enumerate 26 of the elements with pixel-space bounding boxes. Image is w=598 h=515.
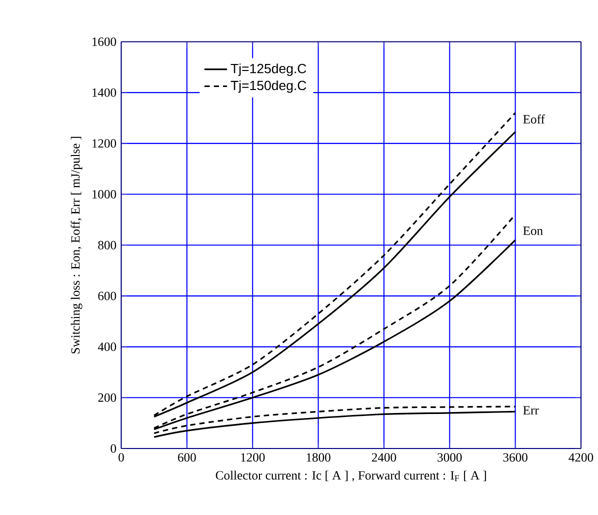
y-tick-label: 1200 <box>92 139 116 148</box>
x-tick-label: 0 <box>118 453 124 462</box>
x-axis-title: Collector current : Ic [ A ] , Forward current : I$_{F}$ [ A ] <box>216 470 486 482</box>
x-tick-label: 1800 <box>306 453 330 462</box>
annotation: Err <box>523 406 539 414</box>
line-series <box>153 410 516 438</box>
y-tick-label: 800 <box>98 240 116 250</box>
annotation: Eon <box>523 226 543 236</box>
x-tick-label: 1200 <box>241 453 265 462</box>
annotation: Eoff <box>523 114 545 124</box>
y-tick-label: 1000 <box>92 190 116 199</box>
x-tick-label: 3000 <box>438 453 462 462</box>
legend-label: Tj=150deg.C <box>230 80 306 93</box>
y-tick-label: 0 <box>110 444 116 453</box>
y-tick-label: 400 <box>98 342 116 352</box>
legend-label: Tj=125deg.C <box>230 64 306 76</box>
x-tick-label: 600 <box>178 453 196 462</box>
x-tick-label: 2400 <box>372 453 396 462</box>
y-tick-label: 600 <box>98 292 116 300</box>
y-tick-label: 1400 <box>92 88 116 97</box>
y-tick-label: 200 <box>98 394 116 402</box>
line-series <box>153 406 516 434</box>
y-axis-title: Switching loss : Eon, Eoff, Err [ mJ/pulse ] <box>70 137 82 354</box>
x-tick-label: 4200 <box>568 453 594 462</box>
x-tick-label: 3600 <box>503 453 528 462</box>
y-tick-label: 1600 <box>92 38 116 46</box>
